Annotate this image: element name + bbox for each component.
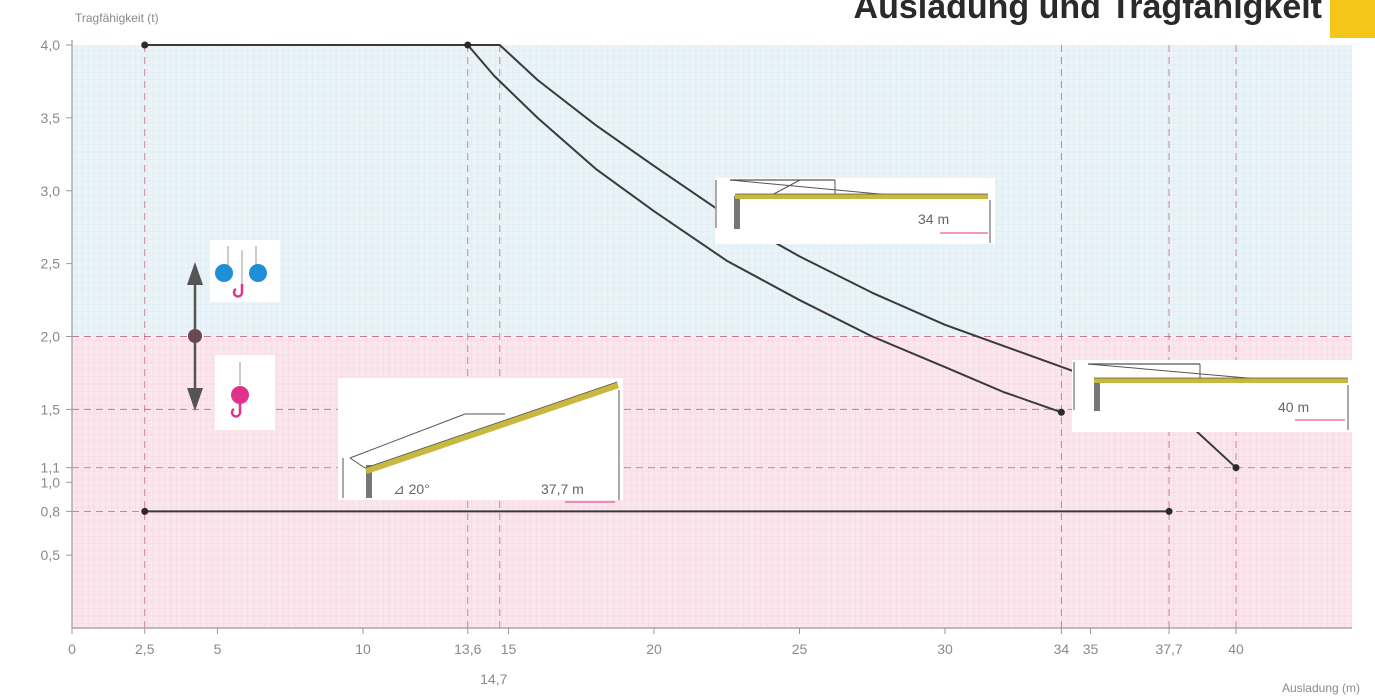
y-tick-label: 0,8 bbox=[41, 503, 61, 519]
y-tick-label: 1,0 bbox=[41, 474, 61, 490]
reference-lines bbox=[72, 45, 1352, 628]
y-ticks: 4,0 3,5 3,0 2,5 2,0 1,5 1,11,0 0,8 0,5 bbox=[41, 37, 72, 563]
y-axis-title: Tragfähigkeit (t) bbox=[75, 11, 159, 25]
curve-3-end-point bbox=[1165, 507, 1173, 515]
curve-endpoints bbox=[141, 41, 1240, 515]
x-tick-label: 13,6 bbox=[454, 641, 481, 657]
x-axis-title: Ausladung (m) bbox=[1282, 681, 1360, 695]
upper-band-grid bbox=[72, 45, 1352, 338]
x-tick-label-lower: 14,7 bbox=[480, 671, 507, 687]
y-tick-label: 3,0 bbox=[41, 183, 61, 199]
y-tick-label: 2,0 bbox=[41, 329, 61, 345]
crane-jib-20deg-icon: ⊿ 20° 37,7 m bbox=[338, 378, 623, 503]
x-tick-label: 10 bbox=[355, 641, 371, 657]
crane-jib-34m-icon: 34 m bbox=[715, 178, 995, 244]
single-weight-hook-icon bbox=[215, 355, 275, 430]
two-weights-hook-icon bbox=[210, 240, 280, 302]
up-arrow-icon bbox=[187, 262, 203, 285]
x-tick-label: 30 bbox=[937, 641, 953, 657]
crane-luffed-label: 37,7 m bbox=[541, 481, 584, 497]
x-tick-label: 5 bbox=[214, 641, 222, 657]
y-tick-label: 3,5 bbox=[41, 110, 61, 126]
x-tick-label: 25 bbox=[792, 641, 808, 657]
accent-block bbox=[1330, 0, 1375, 38]
curve-1-start-point bbox=[141, 41, 149, 49]
y-tick-label: 2,5 bbox=[41, 256, 61, 272]
x-tick-label: 34 bbox=[1054, 641, 1070, 657]
curve-1-end-point bbox=[1057, 408, 1065, 416]
x-tick-label: 15 bbox=[501, 641, 517, 657]
y-tick-label: 0,5 bbox=[41, 547, 61, 563]
x-tick-label: 35 bbox=[1083, 641, 1099, 657]
y-tick-label: 1,1 bbox=[41, 460, 61, 476]
y-tick-label: 4,0 bbox=[41, 37, 61, 53]
y-tick-label: 1,5 bbox=[41, 401, 61, 417]
down-arrow-icon bbox=[187, 388, 203, 411]
load-arrow-group bbox=[187, 262, 203, 411]
curve-3-start-point bbox=[141, 507, 149, 515]
curve-2-end-point bbox=[1232, 464, 1240, 472]
crane-jib-40m-icon: 40 m bbox=[1072, 360, 1352, 432]
crane-40-label: 40 m bbox=[1278, 399, 1309, 415]
x-tick-label: 37,7 bbox=[1155, 641, 1182, 657]
page-title: Ausladung und Tragfähigkeit bbox=[854, 0, 1322, 26]
x-tick-label: 20 bbox=[646, 641, 662, 657]
crane-luffed-angle: ⊿ 20° bbox=[393, 481, 430, 497]
x-tick-label: 0 bbox=[68, 641, 76, 657]
arrow-pivot-icon bbox=[188, 329, 202, 343]
x-ticks: 0 2,5 5 10 13,6 15 20 25 30 34 35 37,7 40 14,7 bbox=[68, 628, 1244, 687]
curve-2-start-point bbox=[464, 41, 472, 49]
load-curve-1 bbox=[144, 44, 1062, 414]
crane-34-label: 34 m bbox=[918, 211, 949, 227]
x-tick-label: 40 bbox=[1228, 641, 1244, 657]
x-tick-label: 2,5 bbox=[135, 641, 155, 657]
